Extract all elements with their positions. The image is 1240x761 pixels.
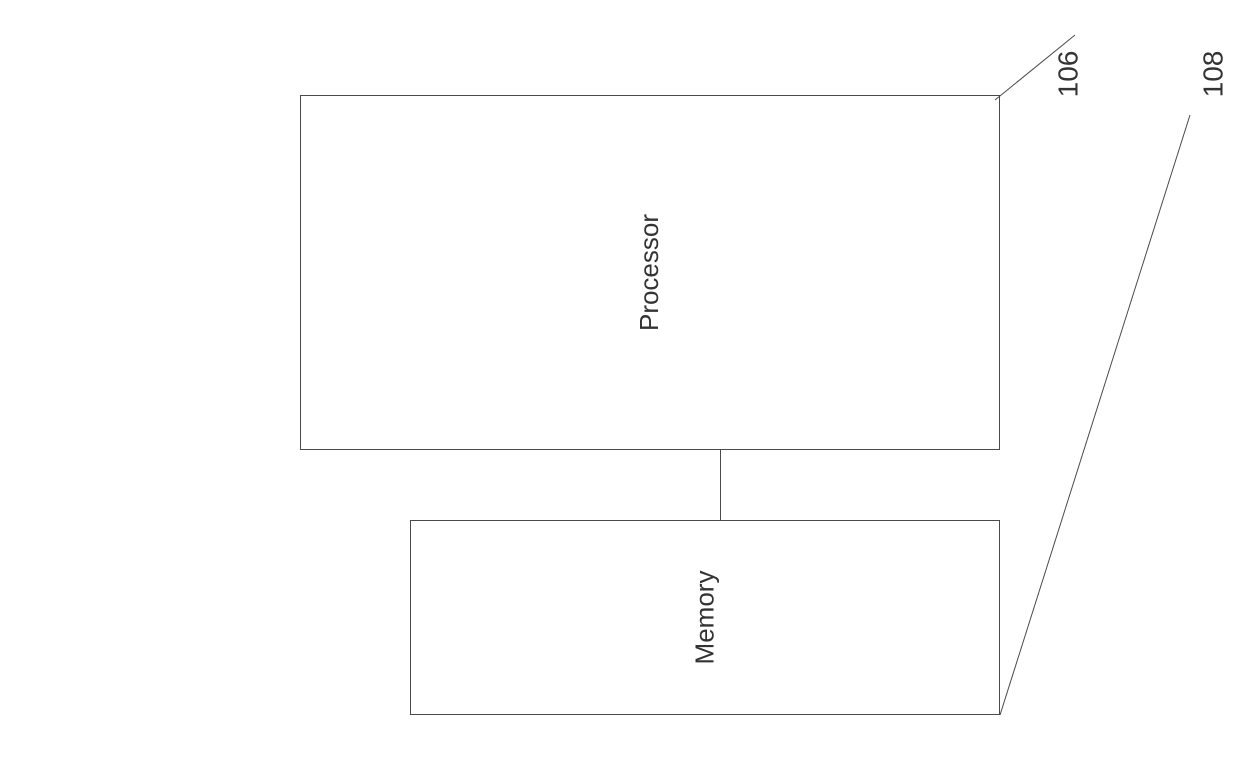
ref-label-108: 108 bbox=[1197, 51, 1229, 98]
processor-block: Processor bbox=[300, 95, 1000, 450]
connector-processor-memory bbox=[720, 450, 721, 520]
memory-label: Memory bbox=[690, 571, 721, 665]
ref-label-106: 106 bbox=[1052, 51, 1084, 98]
memory-block: Memory bbox=[410, 520, 1000, 715]
diagram-stage: Processor Memory 106 108 bbox=[0, 0, 1240, 761]
processor-label: Processor bbox=[634, 214, 665, 331]
